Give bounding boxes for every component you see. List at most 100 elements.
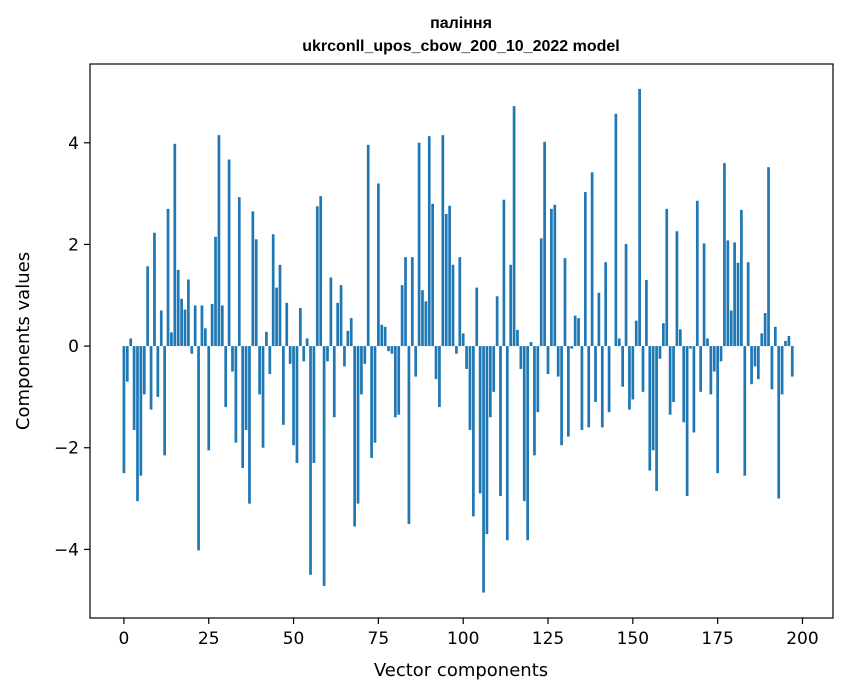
bar bbox=[563, 258, 567, 347]
bar bbox=[363, 346, 367, 364]
bar bbox=[282, 346, 285, 425]
bar bbox=[278, 264, 282, 347]
bar bbox=[580, 346, 584, 430]
bar bbox=[685, 346, 689, 497]
bar bbox=[651, 346, 655, 451]
bar bbox=[692, 346, 696, 433]
bar bbox=[570, 346, 574, 349]
x-tick-label: 150 bbox=[617, 629, 649, 649]
bar bbox=[451, 264, 455, 347]
bar bbox=[292, 346, 295, 446]
bar bbox=[329, 277, 333, 347]
bar bbox=[648, 346, 652, 471]
y-tick-label: 0 bbox=[68, 337, 79, 357]
bar bbox=[678, 329, 682, 347]
bar bbox=[251, 211, 255, 347]
bar bbox=[400, 285, 404, 347]
bar bbox=[533, 346, 536, 456]
bar bbox=[370, 346, 373, 458]
bar bbox=[472, 346, 475, 517]
bar bbox=[258, 346, 261, 395]
y-axis-label: Components values bbox=[13, 252, 34, 430]
bar bbox=[712, 346, 716, 372]
bar bbox=[726, 240, 730, 347]
bar bbox=[716, 346, 719, 474]
bar bbox=[431, 203, 435, 347]
x-tick-label: 175 bbox=[701, 629, 733, 649]
bar bbox=[546, 346, 550, 375]
bar bbox=[407, 346, 411, 524]
bar bbox=[421, 290, 424, 347]
x-tick-label: 75 bbox=[368, 629, 390, 649]
bar bbox=[241, 346, 245, 469]
bar bbox=[740, 209, 743, 347]
bar bbox=[231, 346, 234, 372]
bar bbox=[424, 301, 428, 347]
bar bbox=[709, 346, 713, 395]
bar bbox=[455, 346, 458, 354]
bar bbox=[214, 236, 217, 347]
bar bbox=[224, 346, 228, 408]
bar bbox=[434, 346, 438, 380]
bar bbox=[753, 346, 757, 367]
bar bbox=[560, 346, 563, 446]
bar bbox=[597, 292, 601, 347]
bar bbox=[750, 346, 753, 385]
bar bbox=[129, 338, 133, 347]
bar bbox=[373, 346, 377, 443]
bar bbox=[322, 346, 326, 586]
bar bbox=[248, 346, 251, 504]
bar bbox=[383, 326, 387, 347]
bar bbox=[312, 346, 316, 463]
bar bbox=[288, 346, 292, 364]
bar bbox=[271, 234, 275, 347]
bar bbox=[427, 136, 431, 347]
bar bbox=[736, 262, 740, 347]
bar bbox=[319, 196, 323, 347]
bar bbox=[614, 113, 618, 347]
chart-title-line-2: ukrconll_upos_cbow_200_10_2022 model bbox=[302, 38, 619, 55]
bar bbox=[244, 346, 248, 430]
bar bbox=[529, 342, 533, 347]
bar bbox=[621, 346, 625, 387]
bar bbox=[339, 285, 343, 347]
bar bbox=[729, 310, 733, 347]
bar bbox=[217, 135, 221, 347]
bar bbox=[512, 106, 516, 347]
bar bbox=[465, 346, 468, 369]
plot-frame bbox=[89, 63, 834, 619]
bar bbox=[536, 346, 540, 413]
bar bbox=[760, 333, 764, 347]
bar bbox=[743, 346, 747, 476]
bar bbox=[658, 346, 662, 359]
bar bbox=[607, 346, 611, 413]
bar bbox=[655, 346, 658, 491]
bar bbox=[505, 346, 509, 541]
bar bbox=[675, 231, 679, 347]
bar bbox=[662, 323, 665, 347]
bar bbox=[573, 315, 577, 347]
bar bbox=[706, 338, 709, 347]
bar bbox=[695, 200, 699, 347]
bar bbox=[156, 346, 160, 397]
bar bbox=[567, 346, 570, 437]
bar bbox=[784, 341, 787, 347]
bar bbox=[773, 326, 777, 347]
bar bbox=[210, 303, 214, 347]
bar bbox=[767, 167, 770, 347]
bar bbox=[492, 346, 496, 392]
bar bbox=[275, 287, 278, 347]
bar bbox=[733, 242, 736, 347]
bar bbox=[336, 302, 340, 347]
bar bbox=[332, 346, 336, 418]
bar bbox=[441, 135, 445, 347]
bar bbox=[197, 346, 200, 551]
chart-title-line-1: паління bbox=[430, 15, 492, 32]
bar bbox=[234, 346, 238, 443]
bar bbox=[723, 163, 726, 347]
bar bbox=[587, 346, 591, 428]
bar bbox=[163, 346, 166, 456]
bar bbox=[122, 346, 126, 474]
bar bbox=[176, 269, 180, 347]
bar bbox=[509, 264, 513, 347]
